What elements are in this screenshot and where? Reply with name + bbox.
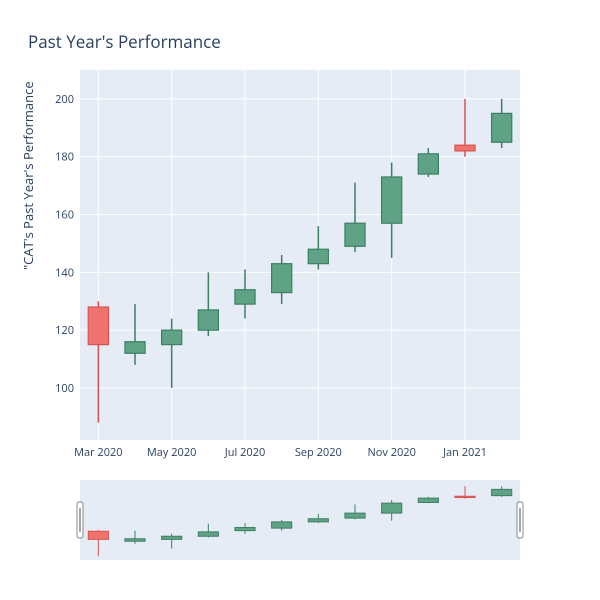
candle-body [382,177,402,223]
x-tick-label: May 2020 [147,445,197,460]
y-tick-label: 100 [55,381,74,396]
candle-body [345,223,365,246]
candle-body [492,113,512,142]
candle-body [455,145,475,151]
candle-body [88,307,108,345]
main-plot-bg [80,70,520,440]
y-tick-label: 180 [55,150,74,165]
range-plot-bg[interactable] [80,480,520,560]
y-tick-label: 160 [55,208,74,223]
x-tick-label: Sep 2020 [295,445,342,460]
y-axis-label: "CAT's Past Year's Performance [19,81,37,270]
candle-body [235,290,255,304]
x-tick-label: Mar 2020 [74,445,123,460]
range-candle-body [308,519,328,522]
range-candle-body [235,528,255,531]
range-candle-body [418,498,438,502]
range-candle-body [455,496,475,497]
y-tick-label: 140 [55,265,74,280]
y-tick-label: 120 [55,323,74,338]
x-tick-label: Jul 2020 [224,445,266,460]
range-candle-body [162,536,182,539]
range-candle-body [198,532,218,536]
candle-body [162,330,182,344]
x-tick-label: Jan 2021 [442,445,487,460]
range-candle-body [88,531,108,539]
candle-body [272,264,292,293]
chart-svg: 100 120 140 160 180 200 Mar 2020 May 2020 Jul 20… [0,0,600,600]
range-candle-body [382,503,402,513]
chart-container: Past Year's Performance "CAT's Past Year… [0,0,600,600]
range-candle-body [125,539,145,542]
candle-body [125,342,145,354]
range-candle-body [272,522,292,528]
range-candle-body [345,513,365,518]
candle-body [418,154,438,174]
candle-body [198,310,218,330]
chart-title: Past Year's Performance [28,30,221,53]
range-candle-body [492,489,512,495]
y-tick-label: 200 [55,92,74,107]
candle-body [308,249,328,263]
x-tick-label: Nov 2020 [367,445,415,460]
